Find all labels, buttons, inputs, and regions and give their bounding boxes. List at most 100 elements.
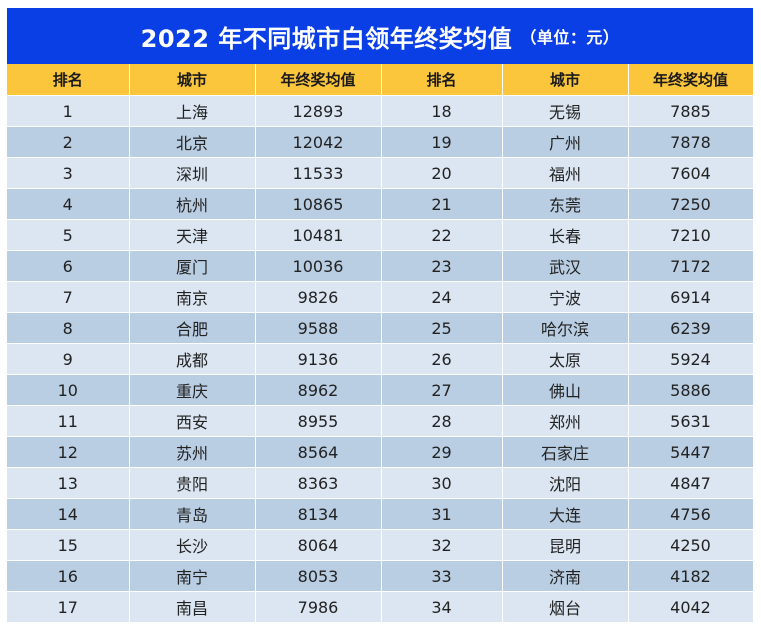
rank-cell: 19 [381, 126, 503, 158]
city-cell: 厦门 [129, 250, 256, 282]
bonus-cell: 4756 [628, 498, 754, 530]
rank-cell: 10 [7, 374, 130, 406]
header-rank: 排名 [7, 64, 130, 96]
bonus-cell: 7250 [628, 188, 754, 220]
rank-cell: 18 [381, 95, 503, 127]
table-row: 17 南昌 7986 34 烟台 4042 [7, 591, 754, 623]
header-rank-2: 排名 [381, 64, 503, 96]
city-cell: 长春 [502, 219, 629, 251]
city-cell: 南京 [129, 281, 256, 313]
table-unit: （单位：元） [520, 28, 620, 47]
city-cell: 烟台 [502, 591, 629, 623]
rank-cell: 25 [381, 312, 503, 344]
city-cell: 福州 [502, 157, 629, 189]
bonus-cell: 7885 [628, 95, 754, 127]
city-cell: 成都 [129, 343, 256, 375]
header-city: 城市 [129, 64, 256, 96]
city-cell: 北京 [129, 126, 256, 158]
bonus-cell: 6914 [628, 281, 754, 313]
bonus-cell: 5447 [628, 436, 754, 468]
bonus-cell: 12893 [255, 95, 382, 127]
table-row: 15 长沙 8064 32 昆明 4250 [7, 529, 754, 561]
bonus-cell: 4042 [628, 591, 754, 623]
table-row: 10 重庆 8962 27 佛山 5886 [7, 374, 754, 406]
city-cell: 南昌 [129, 591, 256, 623]
rank-cell: 12 [7, 436, 130, 468]
city-cell: 南宁 [129, 560, 256, 592]
bonus-cell: 5886 [628, 374, 754, 406]
rank-cell: 7 [7, 281, 130, 313]
header-city-2: 城市 [502, 64, 629, 96]
city-cell: 深圳 [129, 157, 256, 189]
table-row: 2 北京 12042 19 广州 7878 [7, 126, 754, 158]
bonus-cell: 5631 [628, 405, 754, 437]
table-row: 4 杭州 10865 21 东莞 7250 [7, 188, 754, 220]
table-row: 11 西安 8955 28 郑州 5631 [7, 405, 754, 437]
city-cell: 沈阳 [502, 467, 629, 499]
bonus-cell: 7210 [628, 219, 754, 251]
rank-cell: 20 [381, 157, 503, 189]
bonus-cell: 4847 [628, 467, 754, 499]
bonus-cell: 4182 [628, 560, 754, 592]
rank-cell: 33 [381, 560, 503, 592]
bonus-cell: 8564 [255, 436, 382, 468]
city-cell: 天津 [129, 219, 256, 251]
rank-cell: 6 [7, 250, 130, 282]
city-cell: 石家庄 [502, 436, 629, 468]
bonus-cell: 11533 [255, 157, 382, 189]
bonus-cell: 10481 [255, 219, 382, 251]
bonus-cell: 8134 [255, 498, 382, 530]
city-cell: 宁波 [502, 281, 629, 313]
rank-cell: 5 [7, 219, 130, 251]
bonus-cell: 7604 [628, 157, 754, 189]
bonus-cell: 8962 [255, 374, 382, 406]
table-header-row: 排名 城市 年终奖均值 排名 城市 年终奖均值 [7, 64, 754, 96]
table-row: 13 贵阳 8363 30 沈阳 4847 [7, 467, 754, 499]
bonus-cell: 5924 [628, 343, 754, 375]
city-cell: 贵阳 [129, 467, 256, 499]
rank-cell: 3 [7, 157, 130, 189]
city-cell: 昆明 [502, 529, 629, 561]
rank-cell: 8 [7, 312, 130, 344]
rank-cell: 21 [381, 188, 503, 220]
rank-cell: 4 [7, 188, 130, 220]
rank-cell: 26 [381, 343, 503, 375]
city-cell: 哈尔滨 [502, 312, 629, 344]
city-cell: 重庆 [129, 374, 256, 406]
table-body: 1 上海 12893 18 无锡 7885 2 北京 12042 19 广州 7878 3 深圳 11533… [7, 95, 754, 623]
city-cell: 大连 [502, 498, 629, 530]
rank-cell: 27 [381, 374, 503, 406]
rank-cell: 9 [7, 343, 130, 375]
rank-cell: 16 [7, 560, 130, 592]
bonus-cell: 9588 [255, 312, 382, 344]
city-cell: 西安 [129, 405, 256, 437]
rank-cell: 30 [381, 467, 503, 499]
table-row: 8 合肥 9588 25 哈尔滨 6239 [7, 312, 754, 344]
rank-cell: 24 [381, 281, 503, 313]
city-cell: 济南 [502, 560, 629, 592]
city-cell: 长沙 [129, 529, 256, 561]
rank-cell: 17 [7, 591, 130, 623]
header-bonus-2: 年终奖均值 [628, 64, 754, 96]
bonus-cell: 8064 [255, 529, 382, 561]
rank-cell: 34 [381, 591, 503, 623]
rank-cell: 1 [7, 95, 130, 127]
table-row: 16 南宁 8053 33 济南 4182 [7, 560, 754, 592]
city-cell: 杭州 [129, 188, 256, 220]
bonus-cell: 9136 [255, 343, 382, 375]
city-cell: 无锡 [502, 95, 629, 127]
city-cell: 太原 [502, 343, 629, 375]
city-cell: 郑州 [502, 405, 629, 437]
table-row: 3 深圳 11533 20 福州 7604 [7, 157, 754, 189]
rank-cell: 32 [381, 529, 503, 561]
city-cell: 广州 [502, 126, 629, 158]
rank-cell: 28 [381, 405, 503, 437]
table-row: 1 上海 12893 18 无锡 7885 [7, 95, 754, 127]
table-row: 6 厦门 10036 23 武汉 7172 [7, 250, 754, 282]
table-row: 5 天津 10481 22 长春 7210 [7, 219, 754, 251]
city-cell: 苏州 [129, 436, 256, 468]
city-cell: 上海 [129, 95, 256, 127]
table-row: 12 苏州 8564 29 石家庄 5447 [7, 436, 754, 468]
table-row: 7 南京 9826 24 宁波 6914 [7, 281, 754, 313]
city-cell: 青岛 [129, 498, 256, 530]
